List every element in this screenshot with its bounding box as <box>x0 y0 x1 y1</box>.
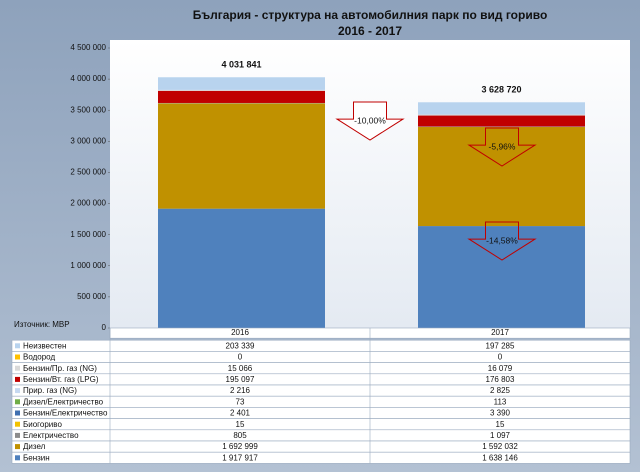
table-row <box>11 429 631 442</box>
annotation-arrow <box>335 101 405 141</box>
source: Източник: МВР <box>14 320 70 329</box>
legend-label: Прир. газ (NG) <box>23 386 77 395</box>
y-tick-label: 500 000 <box>77 292 106 301</box>
table-value: 113 <box>494 397 507 406</box>
table-row <box>11 362 631 375</box>
y-tick-label: 2 500 000 <box>70 168 106 177</box>
bar-segment <box>418 115 585 127</box>
legend-swatch <box>15 444 20 450</box>
legend-swatch <box>15 432 20 438</box>
table-value: 195 097 <box>226 375 255 384</box>
table-value: 16 079 <box>488 364 513 373</box>
y-tick-label: 2 000 000 <box>70 199 106 208</box>
table-value: 2 216 <box>230 386 251 395</box>
table-value: 15 <box>496 420 505 429</box>
table-value: 176 803 <box>486 375 515 384</box>
legend-label: Бензин/Вт. газ (LPG) <box>23 375 99 384</box>
table-row <box>11 339 631 352</box>
annotation-arrow <box>467 221 537 261</box>
legend-swatch <box>15 354 20 360</box>
table-value: 1 592 032 <box>482 442 518 451</box>
table-value: 2 825 <box>490 386 511 395</box>
table-value: 73 <box>236 397 245 406</box>
bar-segment <box>158 103 325 209</box>
y-tick-label: 4 000 000 <box>70 74 106 83</box>
table-value: 2 401 <box>230 409 251 418</box>
annotation-arrow <box>467 127 537 167</box>
y-tick-label: 1 500 000 <box>70 230 106 239</box>
legend-swatch <box>15 421 20 427</box>
bar-segment <box>418 102 585 115</box>
bar-segment <box>418 114 585 116</box>
legend-swatch <box>15 399 20 405</box>
table-row <box>11 440 631 453</box>
legend-swatch <box>15 455 20 461</box>
table-row <box>11 395 631 408</box>
y-tick-label: 1 000 000 <box>70 261 106 270</box>
x-tick-label: 2016 <box>231 328 249 337</box>
bar-segment <box>158 208 325 328</box>
table-value: 15 <box>236 420 245 429</box>
legend-label: Дизел/Електричество <box>23 397 104 406</box>
table-value: 197 285 <box>486 341 515 350</box>
table-value: 1 917 917 <box>222 453 258 462</box>
bar-segment <box>418 226 585 328</box>
legend-label: Бензин/Електричество <box>23 409 108 418</box>
table-row <box>11 451 631 464</box>
bar-segment <box>158 89 325 91</box>
legend-swatch <box>15 376 20 382</box>
legend-label: Бензин/Пр. газ (NG) <box>23 364 97 373</box>
table-value: 0 <box>498 353 503 362</box>
legend-label: Дизел <box>23 442 46 451</box>
y-tick-label: 0 <box>102 323 107 332</box>
legend-label: Биогориво <box>23 420 62 429</box>
table-value: 3 390 <box>490 409 511 418</box>
table-row <box>11 351 631 363</box>
bar-segment <box>418 127 585 227</box>
annotation: -10,00% <box>354 115 386 125</box>
legend-label: Електричество <box>23 431 79 440</box>
legend-swatch <box>15 388 20 394</box>
table-value: 0 <box>238 353 243 362</box>
table-value: 805 <box>233 431 247 440</box>
y-tick-label: 4 500 000 <box>70 43 106 52</box>
table-row <box>11 418 631 431</box>
y-tick-label: 3 000 000 <box>70 136 106 145</box>
legend-swatch <box>15 343 20 349</box>
total-label: 4 031 841 <box>221 60 261 70</box>
table-value: 1 692 999 <box>222 442 258 451</box>
annotation: -5,96% <box>489 141 516 151</box>
table-row <box>11 373 631 386</box>
total-label: 3 628 720 <box>481 85 521 95</box>
bar-segment <box>158 77 325 90</box>
table-value: 1 097 <box>490 431 511 440</box>
x-tick-label: 2017 <box>491 328 509 337</box>
legend-label: Водород <box>23 353 55 362</box>
y-tick-label: 3 500 000 <box>70 105 106 114</box>
legend-label: Неизвестен <box>23 341 66 350</box>
chart-title: България - структура на автомобилния пар… <box>193 8 548 22</box>
legend-swatch <box>15 410 20 416</box>
table-value: 15 066 <box>228 364 253 373</box>
table-value: 1 638 146 <box>482 453 518 462</box>
annotation: -14,58% <box>486 235 518 245</box>
table-row <box>11 384 631 397</box>
legend-label: Бензин <box>23 453 50 462</box>
legend-swatch <box>15 365 20 371</box>
table-value: 203 339 <box>226 341 255 350</box>
bar-segment <box>158 90 325 103</box>
chart-subtitle: 2016 - 2017 <box>338 24 402 38</box>
